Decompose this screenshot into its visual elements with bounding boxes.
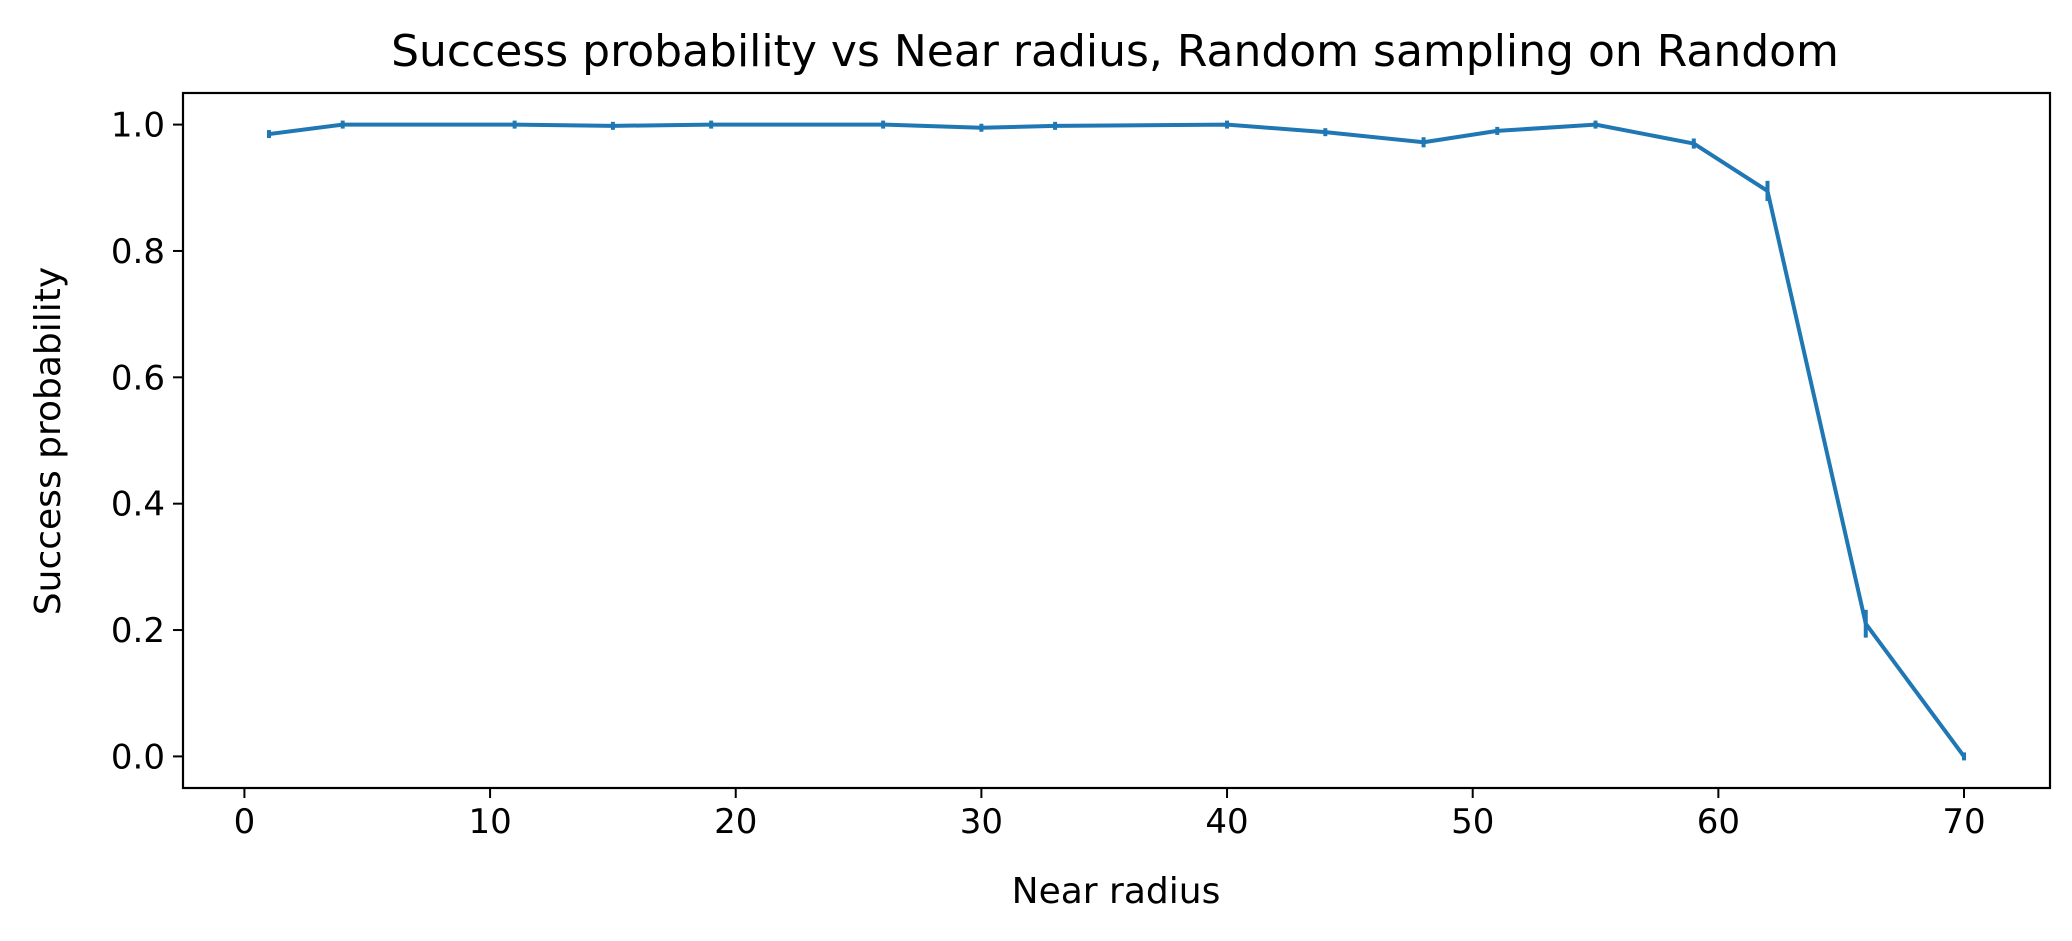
x-tick-label: 10 xyxy=(468,802,511,842)
plot-area-frame xyxy=(181,91,2052,790)
x-tick-label: 70 xyxy=(1942,802,1985,842)
y-tick-label: 0.0 xyxy=(111,737,165,777)
y-tick-label: 0.4 xyxy=(111,485,165,525)
x-axis: 0 10 20 30 40 50 60 70 xyxy=(234,788,1986,842)
x-axis-label: Near radius xyxy=(1012,871,1221,912)
x-tick-label: 20 xyxy=(714,802,757,842)
y-tick-label: 1.0 xyxy=(111,106,165,146)
chart-title: Success probability vs Near radius, Rand… xyxy=(391,26,1839,77)
x-tick-label: 0 xyxy=(234,802,256,842)
x-tick-label: 60 xyxy=(1697,802,1740,842)
series-layer xyxy=(266,120,1967,761)
y-tick-label: 0.8 xyxy=(111,232,165,272)
x-tick-label: 30 xyxy=(960,802,1003,842)
y-tick-label: 0.2 xyxy=(111,611,165,651)
y-axis-label: Success probability xyxy=(28,267,69,615)
x-tick-label: 40 xyxy=(1205,802,1248,842)
y-tick-label: 0.6 xyxy=(111,358,165,398)
x-tick-label: 50 xyxy=(1451,802,1494,842)
y-axis: 0.0 0.2 0.4 0.6 0.8 1.0 xyxy=(111,106,183,777)
series-line xyxy=(268,122,1966,758)
